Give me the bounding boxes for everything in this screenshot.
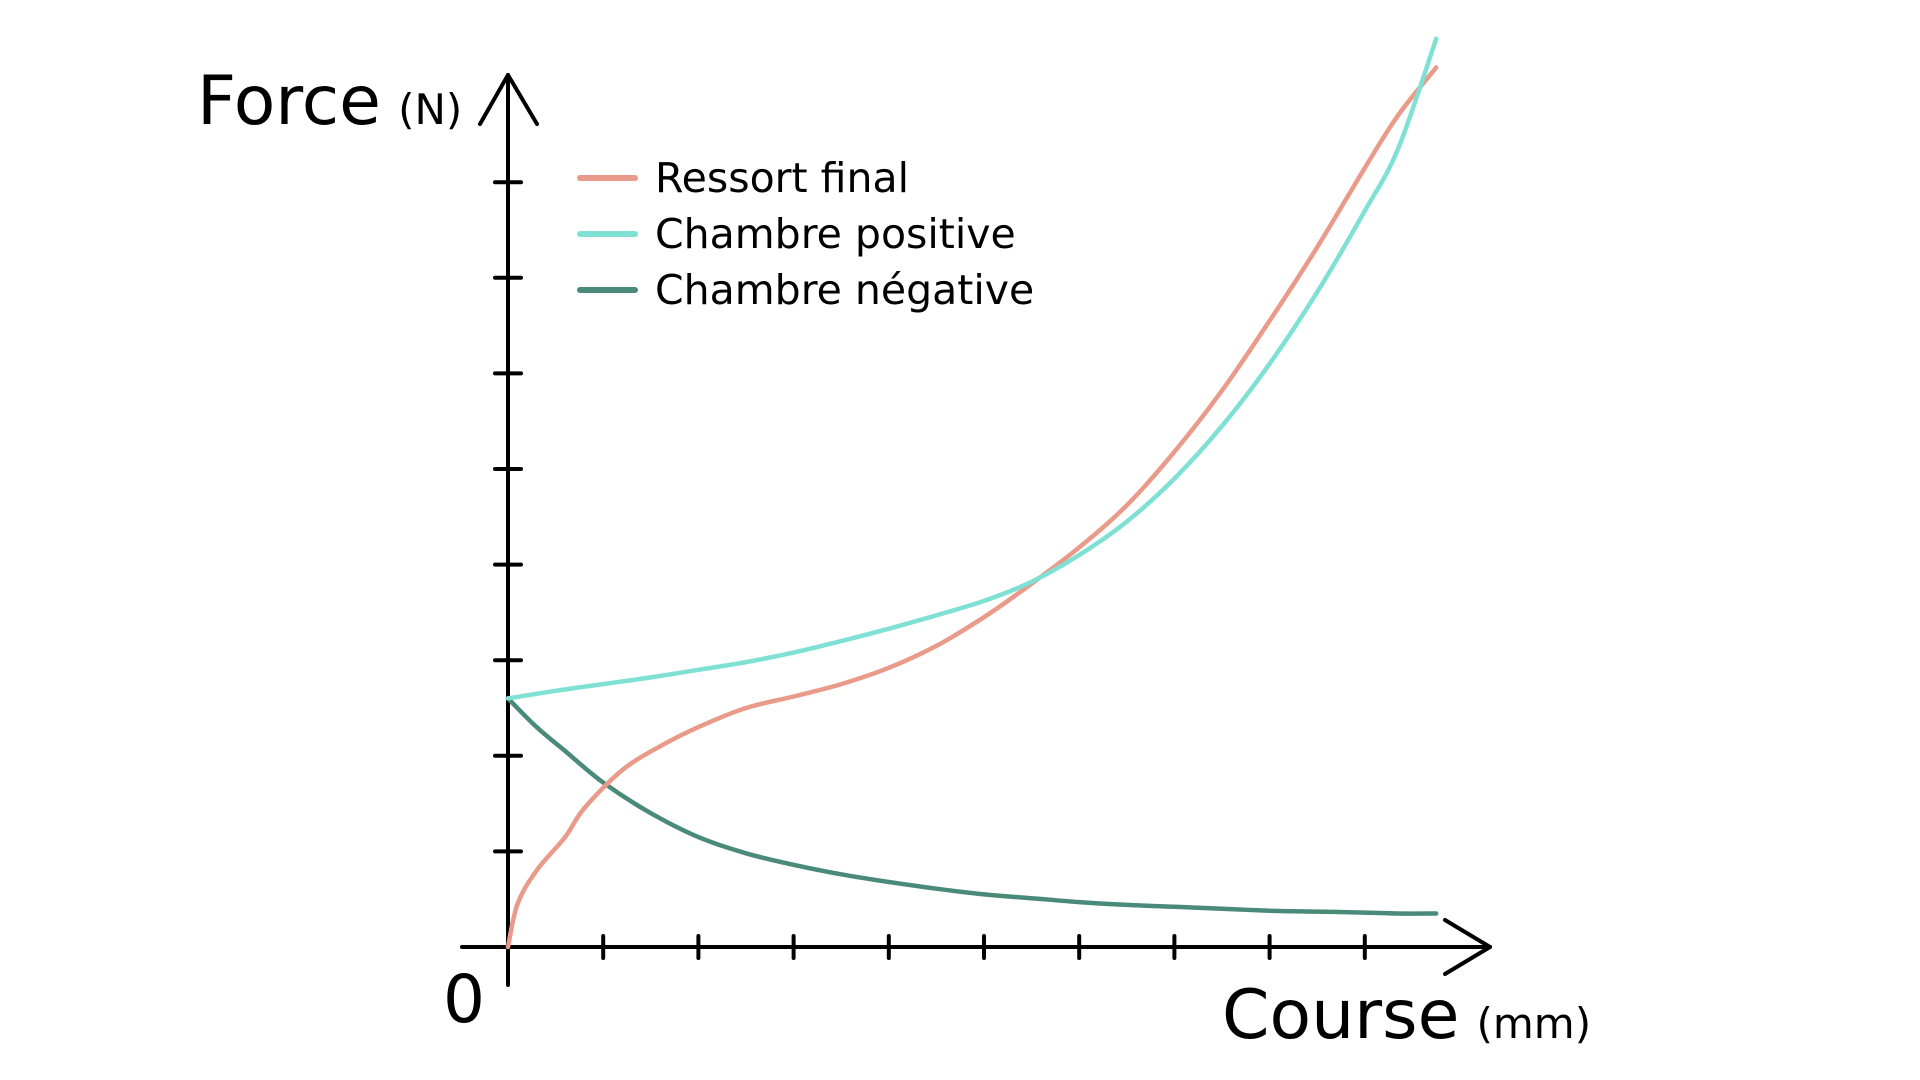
legend-label-ressort-final: Ressort final xyxy=(655,154,909,202)
series-line-chambre-positive xyxy=(505,36,1439,701)
x-axis-label: Course xyxy=(1222,976,1459,1055)
series-line-chambre-negative xyxy=(505,696,1439,916)
axes xyxy=(460,73,1492,987)
series-line-ressort-final xyxy=(505,65,1439,950)
y-axis-arrow xyxy=(478,73,539,126)
origin-label: 0 xyxy=(443,961,485,1038)
legend-label-chambre-positive: Chambre positive xyxy=(655,210,1016,258)
x-axis-unit: (mm) xyxy=(1477,999,1592,1048)
y-axis-label: Force xyxy=(197,62,381,141)
axis-ticks xyxy=(493,180,1367,960)
legend: Ressort final Chambre positive Chambre nég… xyxy=(577,154,1034,314)
x-axis-title: Course (mm) xyxy=(1222,976,1591,1055)
y-axis-unit: (N) xyxy=(398,85,462,134)
legend-label-chambre-negative: Chambre négative xyxy=(655,266,1034,314)
y-axis-title: Force (N) xyxy=(197,62,462,141)
x-axis-arrow xyxy=(1443,918,1492,976)
series-lines xyxy=(505,36,1439,950)
